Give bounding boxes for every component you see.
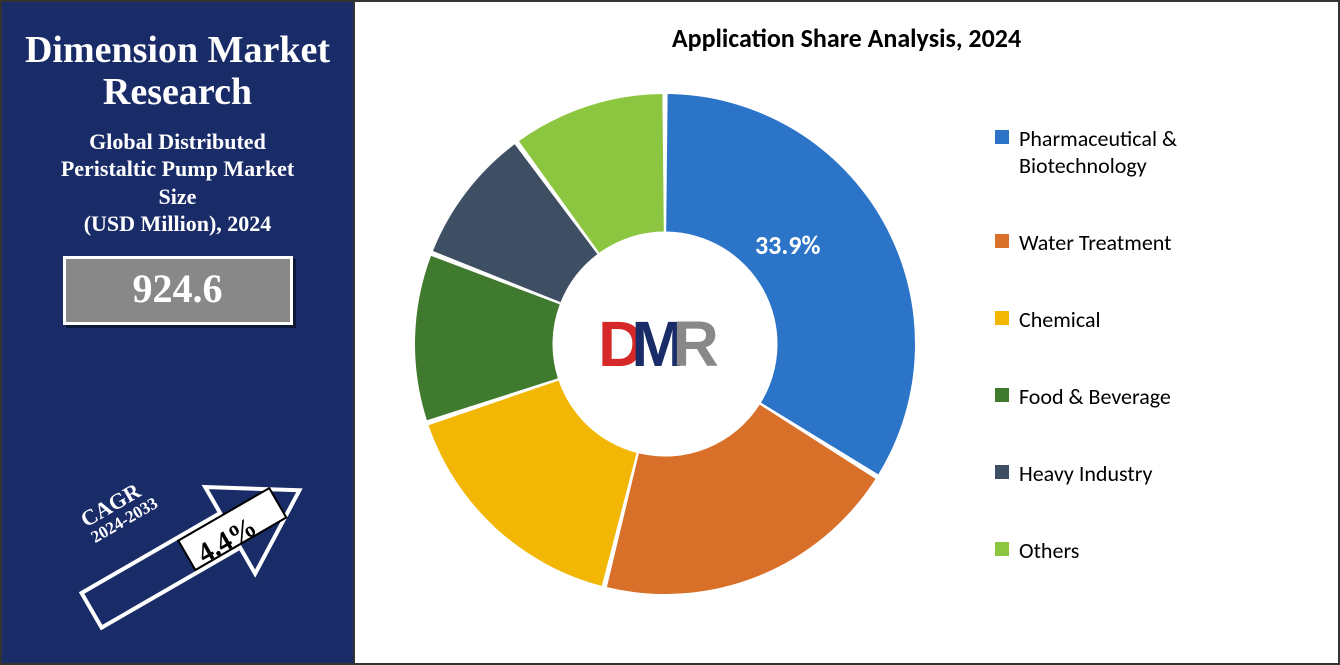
legend-label: Chemical <box>1019 306 1101 333</box>
brand-title: Dimension Market Research <box>20 30 335 114</box>
legend-item: Pharmaceutical & Biotechnology <box>995 125 1295 179</box>
legend-label: Heavy Industry <box>1019 460 1153 487</box>
cagr-arrow: CAGR 2024-2033 4.4% <box>28 405 328 635</box>
chart-title: Application Share Analysis, 2024 <box>385 22 1308 54</box>
legend-item: Food & Beverage <box>995 383 1295 410</box>
legend-swatch <box>995 130 1009 144</box>
chart-row: DMR 33.9% Pharmaceutical & Biotechnology… <box>385 64 1308 624</box>
legend-label: Water Treatment <box>1019 229 1172 256</box>
market-subtitle: Global Distributed Peristaltic Pump Mark… <box>20 128 335 238</box>
legend-swatch <box>995 388 1009 402</box>
legend-label: Others <box>1019 537 1079 564</box>
chart-legend: Pharmaceutical & Biotechnology Water Trea… <box>995 125 1295 564</box>
subtitle-line: Size <box>159 184 197 209</box>
market-value-box: 924.6 <box>63 256 293 325</box>
logo-letter-r: R <box>673 308 715 380</box>
subtitle-line: Global Distributed <box>89 129 266 154</box>
legend-item: Water Treatment <box>995 229 1295 256</box>
legend-swatch <box>995 311 1009 325</box>
donut-chart: DMR 33.9% <box>385 64 945 624</box>
legend-swatch <box>995 234 1009 248</box>
slice-percent-label: 33.9% <box>755 229 820 261</box>
dmr-logo: DMR <box>598 312 732 376</box>
sidebar-panel: Dimension Market Research Global Distrib… <box>0 0 355 665</box>
chart-panel: Application Share Analysis, 2024 DMR 33.… <box>355 0 1340 665</box>
legend-label: Pharmaceutical & Biotechnology <box>1019 125 1295 179</box>
legend-item: Chemical <box>995 306 1295 333</box>
legend-item: Heavy Industry <box>995 460 1295 487</box>
legend-label: Food & Beverage <box>1019 383 1171 410</box>
legend-item: Others <box>995 537 1295 564</box>
subtitle-line: (USD Million), 2024 <box>84 211 272 236</box>
subtitle-line: Peristaltic Pump Market <box>61 156 294 181</box>
legend-swatch <box>995 465 1009 479</box>
legend-swatch <box>995 542 1009 556</box>
